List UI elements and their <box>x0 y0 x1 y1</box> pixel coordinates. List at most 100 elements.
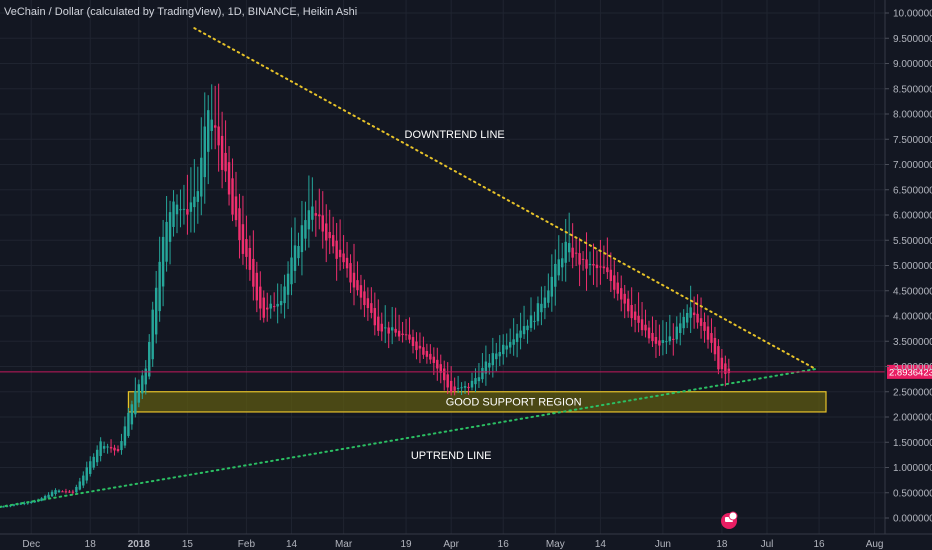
candle-up <box>498 351 501 357</box>
candle-down <box>647 327 651 339</box>
candle-down <box>262 297 265 318</box>
candle-down <box>252 258 255 287</box>
y-tick-label: 4.50000000 <box>893 286 932 297</box>
candle-up <box>95 449 99 463</box>
candle-down <box>338 249 342 258</box>
candle-up <box>290 257 293 285</box>
x-tick-label: 14 <box>595 539 607 550</box>
tradingview-logo-badge[interactable] <box>721 511 738 529</box>
candle-down <box>574 252 578 254</box>
candle-up <box>286 273 290 295</box>
candle-up <box>40 498 43 501</box>
candle-down <box>626 298 630 312</box>
candle-up <box>543 297 547 309</box>
candle-down <box>429 353 432 360</box>
candle-up <box>120 441 123 451</box>
candle-down <box>633 311 637 320</box>
candle-down <box>363 291 366 306</box>
candle-up <box>196 191 200 202</box>
candle-up <box>522 326 526 335</box>
candle-up <box>679 323 682 333</box>
candle-up <box>182 208 186 210</box>
candle-up <box>78 481 82 490</box>
x-tick-label: Feb <box>238 539 256 550</box>
annotation-label: GOOD SUPPORT REGION <box>446 396 582 408</box>
candle-up <box>588 263 592 265</box>
candle-up <box>276 303 279 307</box>
candle-up <box>307 210 311 230</box>
candle-up <box>43 495 47 500</box>
candle-down <box>352 272 356 288</box>
candle-down <box>331 235 335 247</box>
candle-up <box>89 461 92 474</box>
y-tick-label: 8.50000000 <box>893 84 932 95</box>
candle-up <box>154 287 158 335</box>
candle-up <box>57 490 61 493</box>
candle-up <box>85 467 88 481</box>
candle-up <box>460 387 463 389</box>
candle-down <box>64 491 68 493</box>
candle-up <box>200 157 203 197</box>
candle-up <box>481 367 484 380</box>
candle-up <box>384 327 387 329</box>
y-tick-label: 0.50000000 <box>893 488 932 499</box>
candle-up <box>293 245 297 271</box>
candle-up <box>175 204 179 215</box>
candle-down <box>425 350 429 357</box>
candle-up <box>536 303 540 322</box>
candle-down <box>224 152 227 172</box>
candle-down <box>408 334 411 340</box>
candle-down <box>238 208 241 241</box>
candle-up <box>269 303 272 309</box>
candle-down <box>436 359 439 369</box>
y-tick-label: 6.50000000 <box>893 185 932 196</box>
candle-down <box>397 330 401 337</box>
candle-down <box>321 215 324 232</box>
downtrend-line[interactable] <box>193 27 817 371</box>
candle-up <box>75 486 78 493</box>
uptrend-line[interactable] <box>0 368 817 508</box>
candle-up <box>668 336 672 342</box>
candle-down <box>616 282 619 294</box>
candle-up <box>210 119 213 131</box>
current-price-badge <box>887 364 932 379</box>
candle-up <box>30 501 33 503</box>
candle-down <box>356 280 359 291</box>
y-tick-label: 5.00000000 <box>893 261 932 272</box>
candle-down <box>318 214 321 217</box>
candle-up <box>564 241 567 263</box>
x-tick-label: Aug <box>866 539 884 550</box>
candle-up <box>665 341 668 343</box>
candle-down <box>706 326 710 340</box>
candle-down <box>373 308 377 326</box>
candle-up <box>533 320 536 322</box>
candle-up <box>470 380 474 388</box>
candle-up <box>279 301 283 306</box>
candle-up <box>300 225 304 253</box>
candle-down <box>272 306 276 308</box>
candle-down <box>439 364 442 373</box>
annotation-label: DOWNTREND LINE <box>405 129 505 141</box>
x-axis[interactable]: Dec 18 2018 15 Feb 14 Mar 19 Apr 16 May 14 Jun 18 Jul 1… <box>22 539 883 550</box>
x-tick-label: 14 <box>286 539 298 550</box>
candle-up <box>304 220 307 239</box>
candle-up <box>474 378 477 385</box>
candle-up <box>203 126 206 178</box>
candle-down <box>259 286 262 309</box>
candle-down <box>255 272 259 301</box>
trendlines-group <box>0 27 817 508</box>
candle-down <box>401 333 404 336</box>
y-axis[interactable]: 0.00000000 0.50000000 1.00000000 1.50000000… <box>885 9 932 525</box>
candle-down <box>342 253 345 263</box>
candle-down <box>394 328 397 333</box>
candle-down <box>68 491 71 493</box>
candle-down <box>359 285 363 298</box>
candle-up <box>141 375 144 394</box>
candle-down <box>651 332 654 342</box>
candle-down <box>387 327 390 334</box>
candle-up <box>297 245 300 259</box>
candle-up <box>151 309 154 360</box>
candle-down <box>234 196 238 221</box>
chart-title: VeChain / Dollar (calculated by TradingV… <box>4 6 357 18</box>
